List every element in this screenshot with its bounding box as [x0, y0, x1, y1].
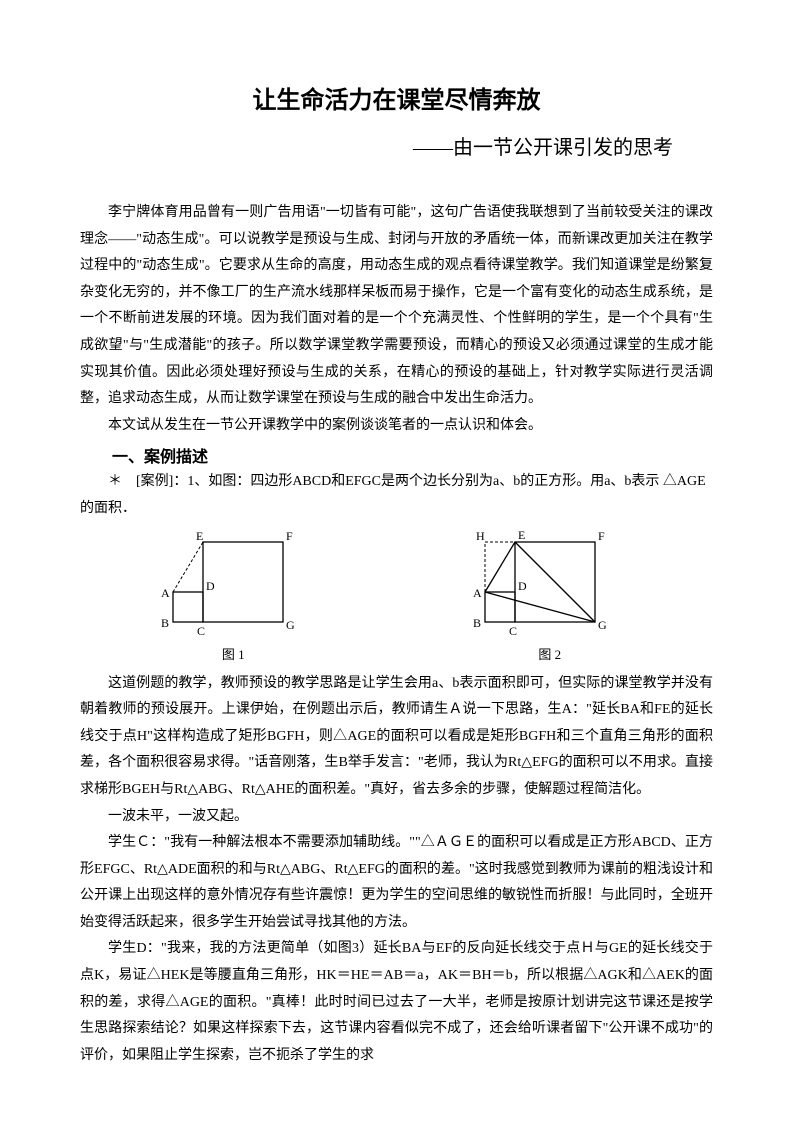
- label-E: E: [196, 529, 203, 543]
- paragraph-4: 一波未平，一波又起。: [80, 804, 713, 831]
- figure-2: A B C D E F G H 图 2: [440, 527, 660, 663]
- paragraph-5: 学生Ｃ："我有一种解法根本不需要添加辅助线。""△ＡＧＥ的面积可以看成是正方形A…: [80, 830, 713, 936]
- page: 让生命活力在课堂尽情奔放 ——由一节公开课引发的思考 李宁牌体育用品曾有一则广告…: [0, 0, 793, 1122]
- page-title: 让生命活力在课堂尽情奔放: [80, 80, 713, 115]
- page-subtitle: ——由一节公开课引发的思考: [80, 131, 673, 160]
- paragraph-3: 这道例题的教学，教师预设的教学思路是让学生会用a、b表示面积即可，但实际的课堂教…: [80, 671, 713, 804]
- dashed-ae: [173, 542, 203, 592]
- label2-A: A: [473, 586, 482, 600]
- square-abcd: [173, 592, 203, 622]
- paragraph-1: 李宁牌体育用品曾有一则广告用语"一切皆有可能"，这句广告语使我联想到了当前较受关…: [80, 200, 713, 413]
- label-B: B: [161, 616, 169, 630]
- label2-D: D: [518, 579, 527, 593]
- label-A: A: [161, 586, 170, 600]
- line-eg: [515, 542, 595, 622]
- figure-1: A B C D E F G 图 1: [133, 527, 333, 663]
- figure-1-svg: A B C D E F G: [133, 527, 333, 637]
- example-text: ＊ [案例]：1、如图：四边形ABCD和EFGC是两个边长分别为a、b的正方形。…: [80, 469, 713, 522]
- figure-2-svg: A B C D E F G H: [440, 527, 660, 637]
- paragraph-2: 本文试从发生在一节公开课教学中的案例谈谈笔者的一点认识和体会。: [80, 413, 713, 440]
- figure-1-label: 图 1: [133, 644, 333, 663]
- label-G: G: [286, 618, 295, 632]
- label2-G: G: [598, 618, 607, 632]
- label-D: D: [206, 579, 215, 593]
- section-heading-1: 一、案例描述: [80, 443, 713, 467]
- figure-row: A B C D E F G 图 1: [80, 527, 713, 663]
- label2-H: H: [476, 529, 485, 543]
- label2-C: C: [509, 624, 517, 637]
- label2-B: B: [473, 616, 481, 630]
- label-C: C: [197, 624, 205, 637]
- figure-2-label: 图 2: [440, 644, 660, 663]
- square-efgc: [203, 542, 283, 622]
- label2-F: F: [598, 529, 605, 543]
- paragraph-6: 学生D："我来，我的方法更简单（如图3）延长BA与EF的反向延长线交于点Ｈ与GE…: [80, 936, 713, 1069]
- label-F: F: [286, 529, 293, 543]
- line-ae: [485, 542, 515, 592]
- line-ag: [485, 592, 595, 622]
- label2-E: E: [518, 528, 525, 542]
